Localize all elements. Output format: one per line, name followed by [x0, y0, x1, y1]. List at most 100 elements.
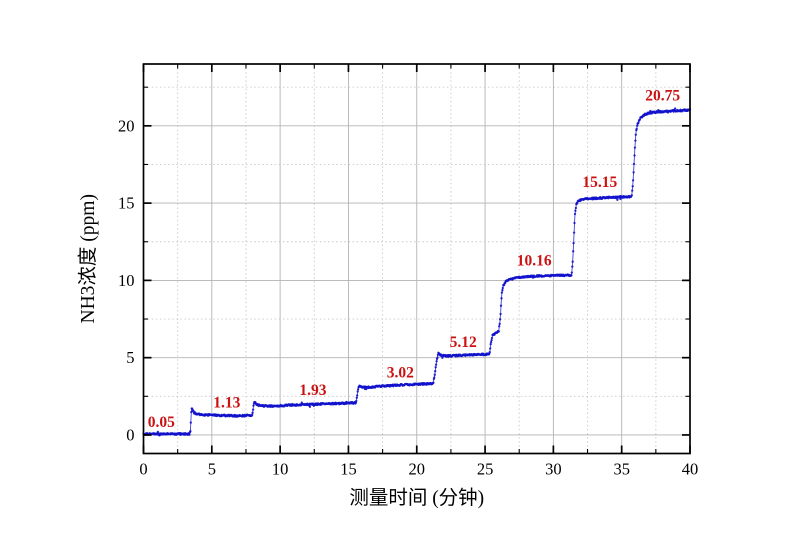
data-point [435, 360, 438, 363]
data-point [573, 221, 576, 225]
data-point [571, 265, 574, 268]
data-point [433, 373, 436, 376]
step-value-label: 5.12 [450, 334, 477, 351]
data-point [490, 336, 494, 340]
data-point [189, 421, 192, 424]
step-value-label: 20.75 [645, 88, 680, 105]
data-point [489, 340, 493, 344]
data-point [355, 399, 358, 403]
data-point [631, 185, 634, 188]
data-point [434, 363, 438, 366]
data-point [635, 127, 638, 131]
data-point [500, 297, 503, 300]
data-point [436, 356, 439, 359]
data-point [572, 250, 575, 253]
data-point [673, 107, 677, 110]
step-value-label: 1.13 [213, 394, 240, 411]
data-point [354, 401, 358, 404]
data-point [489, 347, 492, 350]
major-gridlines [143, 64, 690, 454]
data-point [490, 338, 493, 342]
data-point [574, 206, 578, 210]
x-tick-label: 20 [409, 460, 426, 479]
data-point [251, 408, 255, 411]
data-point [570, 271, 573, 274]
data-point [499, 312, 502, 316]
data-point [501, 286, 504, 290]
data-points [142, 107, 692, 437]
data-point [572, 231, 576, 234]
data-point [433, 376, 436, 379]
data-point [633, 154, 636, 157]
y-axis-title: NH3浓度 (ppm) [77, 194, 99, 323]
step-value-label: 0.05 [148, 414, 175, 431]
x-tick-label: 40 [682, 460, 699, 479]
data-point [499, 304, 503, 307]
data-point [356, 394, 359, 397]
data-point [251, 413, 254, 416]
step-value-label: 15.15 [582, 174, 617, 191]
data-point [501, 289, 504, 292]
data-point [572, 241, 575, 245]
axis-ticks [142, 64, 691, 454]
data-point [574, 209, 577, 212]
data-point [191, 407, 194, 410]
step-value-label: 1.93 [299, 382, 326, 399]
y-tick-label: 0 [126, 425, 134, 444]
minor-gridlines [143, 64, 690, 454]
data-point [355, 396, 358, 399]
x-tick-label: 0 [139, 460, 147, 479]
data-point [634, 133, 637, 136]
y-tick-label: 20 [118, 116, 135, 135]
data-point [356, 390, 359, 393]
data-point [634, 139, 637, 142]
x-axis-title: 测量时间 (分钟) [349, 487, 484, 509]
data-point [498, 318, 502, 321]
data-point [630, 194, 633, 197]
x-tick-label: 35 [613, 460, 630, 479]
x-tick-label: 25 [477, 460, 494, 479]
data-point [498, 322, 501, 326]
step-value-label: 10.16 [517, 252, 552, 269]
data-point [188, 433, 191, 436]
data-point [631, 189, 634, 192]
data-point [633, 146, 637, 149]
y-tick-label: 5 [126, 348, 134, 367]
data-point [638, 118, 642, 121]
data-point [356, 388, 360, 391]
data-point [434, 366, 437, 369]
step-value-labels: 0.05 1.13 1.93 3.02 5.12 10.16 15.15 20.75 [148, 88, 681, 431]
data-point [189, 430, 192, 433]
data-point [571, 260, 574, 263]
y-tick-labels: 0 5 10 15 20 [118, 116, 135, 444]
data-point [497, 330, 500, 333]
data-point [432, 381, 435, 384]
x-tick-label: 5 [208, 460, 216, 479]
data-point [488, 350, 491, 354]
data-point [498, 325, 501, 328]
data-point [251, 411, 254, 414]
data-point [570, 274, 573, 277]
step-value-label: 3.02 [387, 364, 414, 381]
data-point [252, 404, 255, 407]
data-point [636, 124, 639, 127]
data-point [500, 291, 504, 294]
y-tick-label: 10 [118, 271, 135, 290]
data-point [489, 342, 492, 346]
x-tick-label: 30 [545, 460, 562, 479]
data-point [434, 370, 437, 373]
data-point [616, 198, 619, 201]
data-point [632, 162, 636, 166]
data-point [632, 171, 635, 174]
data-point [631, 179, 635, 182]
data-point [637, 121, 640, 124]
x-tick-label: 10 [272, 460, 289, 479]
data-point [576, 202, 579, 205]
data-point [573, 212, 577, 216]
data-point [441, 356, 444, 359]
data-point [308, 405, 312, 408]
x-tick-label: 15 [340, 460, 357, 479]
y-tick-label: 15 [118, 194, 135, 213]
